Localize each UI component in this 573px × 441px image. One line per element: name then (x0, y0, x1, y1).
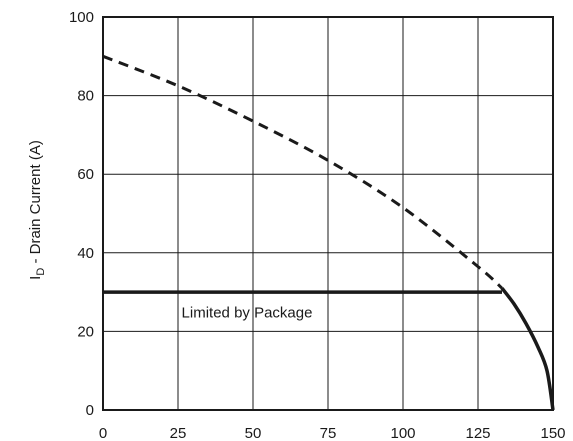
x-tick-label: 75 (320, 425, 337, 441)
plot-frame (102, 16, 554, 411)
y-tick-label: 40 (77, 245, 94, 262)
annotation-limited-by-package: Limited by Package (182, 305, 313, 322)
tick-labels: 0 25 50 75 100 125 150 0 20 40 60 80 100 (69, 9, 566, 441)
series-layer (102, 54, 555, 411)
y-tick-label: 0 (86, 402, 94, 419)
x-tick-label: 25 (170, 425, 187, 441)
x-tick-label: 50 (245, 425, 262, 441)
x-tick-label: 0 (99, 425, 107, 441)
series-line-dashed (102, 54, 504, 290)
y-tick-label: 80 (77, 88, 94, 105)
y-axis-label-main: I (27, 276, 44, 280)
y-axis-label-rest: - Drain Current (A) (27, 140, 44, 268)
series-line-solid (500, 287, 555, 411)
y-tick-label: 20 (77, 323, 94, 340)
y-tick-label: 60 (77, 166, 94, 183)
x-tick-label: 125 (465, 425, 490, 441)
x-tick-label: 150 (540, 425, 565, 441)
y-axis-label: ID - Drain Current (A) (27, 140, 47, 280)
y-axis-label-subscript: D (35, 268, 47, 276)
x-tick-label: 100 (390, 425, 415, 441)
y-tick-label: 100 (69, 9, 94, 26)
grid (103, 17, 553, 410)
